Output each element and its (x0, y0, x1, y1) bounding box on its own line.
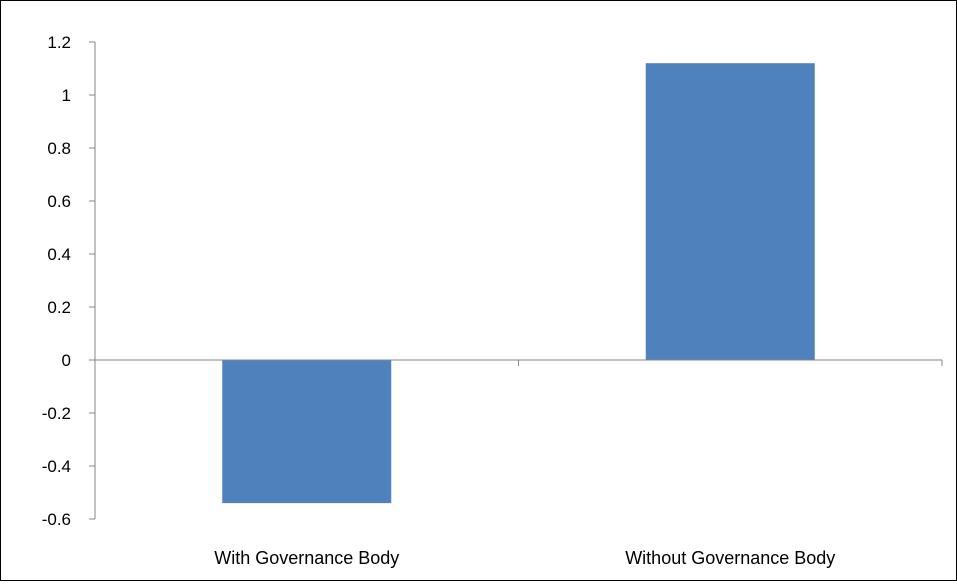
y-tick-label: 1.2 (47, 33, 71, 52)
y-tick-label: 0 (62, 351, 71, 370)
x-category-label: With Governance Body (214, 548, 399, 568)
x-category-label: Without Governance Body (625, 548, 835, 568)
bar-without-governance-body (645, 63, 815, 360)
y-tick-label: 0.8 (47, 139, 71, 158)
y-tick-label: -0.2 (42, 404, 71, 423)
labels-layer: -0.6 -0.4 -0.2 0 0.2 0.4 0.6 0.8 1 1.2 With Govern… (42, 33, 836, 568)
y-tick-label: -0.6 (42, 510, 71, 529)
axes-layer (94, 42, 942, 519)
ticks-layer (89, 41, 943, 520)
bars-layer (222, 63, 815, 504)
bar-with-governance-body (222, 360, 392, 504)
y-tick-label: 1 (62, 86, 71, 105)
y-tick-label: -0.4 (42, 457, 71, 476)
y-tick-label: 0.4 (47, 245, 71, 264)
y-tick-label: 0.6 (47, 192, 71, 211)
y-tick-label: 0.2 (47, 298, 71, 317)
